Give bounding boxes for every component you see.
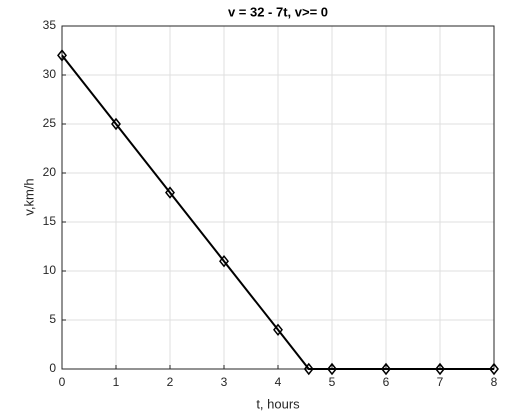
series-line <box>61 54 494 370</box>
marker <box>111 117 121 131</box>
y-tick-label: 10 <box>43 263 57 277</box>
x-tick-label: 1 <box>113 375 120 389</box>
axes-box <box>61 25 495 370</box>
y-tick-label: 25 <box>43 116 57 130</box>
y-tick-label: 15 <box>43 214 57 228</box>
x-tick-label: 8 <box>491 375 498 389</box>
x-tick-label: 6 <box>383 375 390 389</box>
x-axis-label: t, hours <box>256 396 300 411</box>
x-tick-label: 5 <box>329 375 336 389</box>
y-axis-label: v,km/h <box>21 178 36 215</box>
x-tick-label: 4 <box>275 375 282 389</box>
x-tick-label: 0 <box>59 375 66 389</box>
marker <box>381 362 391 376</box>
y-tick-label: 30 <box>43 67 57 81</box>
y-tick-label: 35 <box>43 18 57 32</box>
marker <box>327 362 337 376</box>
marker <box>165 186 175 199</box>
marker <box>435 362 445 376</box>
y-tick-label: 5 <box>49 312 56 326</box>
y-tick-label: 20 <box>43 165 57 179</box>
marker <box>57 49 67 62</box>
y-tick-label: 0 <box>49 361 56 375</box>
x-tick-label: 3 <box>221 375 228 389</box>
x-tick-label: 2 <box>167 375 174 389</box>
chart-title: v = 32 - 7t, v>= 0 <box>228 4 328 19</box>
marker <box>489 362 499 376</box>
marker <box>273 323 283 337</box>
x-tick-label: 7 <box>437 375 444 389</box>
marker <box>303 362 314 376</box>
marker <box>219 254 229 268</box>
